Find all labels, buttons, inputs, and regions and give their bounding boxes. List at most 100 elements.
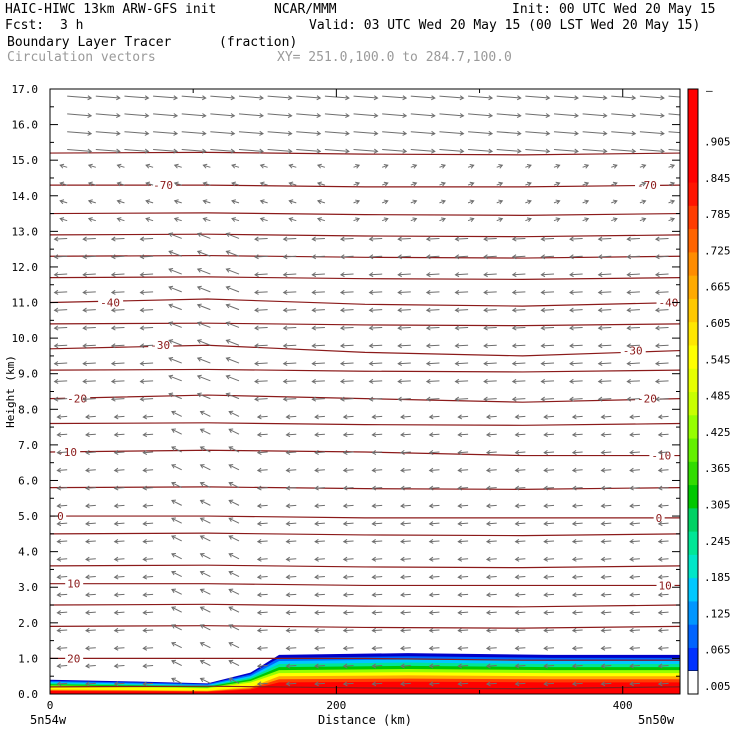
circulation-vector	[343, 665, 354, 667]
circulation-vector	[668, 95, 680, 98]
circulation-vector	[114, 433, 125, 436]
vector-arrowhead	[110, 361, 116, 367]
vector-arrowhead	[400, 432, 405, 438]
circulation-vector	[57, 504, 68, 507]
vector-arrowhead	[485, 556, 491, 562]
circulation-vector	[400, 576, 411, 578]
vector-arrowhead	[256, 432, 262, 438]
circulation-vector	[255, 344, 268, 347]
circulation-vector	[197, 268, 211, 275]
vector-arrowhead	[454, 236, 460, 242]
circulation-vector	[324, 131, 349, 135]
circulation-vector	[572, 629, 583, 632]
colorbar-swatch	[688, 344, 698, 369]
circulation-vector	[630, 593, 640, 596]
vector-arrowhead	[569, 236, 574, 242]
vector-arrowhead	[402, 113, 408, 119]
circulation-vector	[83, 398, 96, 400]
temperature-contour	[50, 625, 680, 629]
circulation-vector	[541, 309, 555, 311]
circulation-vector	[57, 593, 68, 596]
circulation-vector	[544, 576, 555, 578]
circulation-vector	[226, 233, 240, 239]
vector-arrowhead	[397, 361, 402, 367]
vector-arrowhead	[425, 289, 431, 295]
colorbar-label: .905	[704, 136, 731, 149]
circulation-vector	[257, 522, 268, 525]
vector-arrowhead	[488, 113, 494, 119]
vector-arrowhead	[173, 113, 179, 119]
vector-arrowhead	[196, 392, 202, 398]
circulation-vector	[85, 558, 96, 560]
vector-arrowhead	[168, 392, 174, 398]
vector-arrowhead	[543, 503, 548, 509]
circulation-vector	[512, 255, 526, 258]
circulation-vector	[54, 237, 68, 240]
vector-arrowhead	[314, 574, 319, 580]
vector-arrowhead	[231, 181, 236, 187]
circulation-vector	[655, 326, 669, 329]
circulation-vector	[627, 273, 640, 276]
vector-arrowhead	[371, 556, 377, 562]
vector-arrowhead	[498, 181, 504, 187]
circulation-vector	[95, 95, 120, 99]
vector-arrowhead	[199, 553, 205, 558]
circulation-vector	[255, 255, 268, 258]
circulation-vector	[143, 647, 154, 649]
vector-arrowhead	[85, 449, 90, 455]
temperature-contour-10	[50, 583, 680, 587]
circulation-vector	[512, 237, 526, 240]
circulation-vector	[372, 647, 383, 649]
vector-arrowhead	[543, 521, 548, 527]
circulation-vector	[400, 540, 411, 543]
vector-arrowhead	[469, 217, 475, 223]
plot-frame	[49, 88, 681, 695]
vector-arrowhead	[574, 95, 579, 101]
vector-arrowhead	[571, 485, 577, 491]
circulation-vector	[639, 182, 646, 186]
vector-arrowhead	[144, 130, 150, 136]
circulation-vector	[283, 380, 297, 383]
contour-label-bg	[55, 446, 81, 458]
circulation-vector	[627, 380, 640, 383]
contour-label-bg	[65, 577, 84, 590]
circulation-vector	[228, 446, 240, 453]
vector-arrowhead	[254, 236, 259, 242]
vector-arrowhead	[371, 681, 377, 687]
circulation-vector	[203, 200, 211, 204]
vector-arrowhead	[85, 627, 90, 633]
vector-arrowhead	[56, 521, 62, 527]
circulation-vector	[400, 682, 411, 685]
circulation-vector	[455, 344, 469, 347]
vector-arrowhead	[514, 414, 520, 420]
vector-arrowhead	[428, 592, 434, 598]
temperature-contour	[50, 532, 680, 537]
temperature-contour	[50, 151, 680, 156]
circulation-vector	[398, 237, 411, 240]
circulation-vector	[114, 504, 125, 507]
contour-label-bg	[620, 344, 646, 357]
circulation-vector	[525, 182, 532, 186]
vector-arrowhead	[431, 148, 436, 154]
y-tick-label: 2.0	[18, 617, 38, 630]
vector-arrowhead	[641, 163, 647, 169]
vector-arrowhead	[256, 485, 262, 491]
vector-arrowhead	[196, 321, 202, 327]
circulation-vector	[181, 149, 206, 152]
circulation-vector	[83, 380, 96, 383]
vector-arrowhead	[412, 181, 418, 187]
circulation-vector	[400, 469, 411, 471]
circulation-vector	[286, 647, 297, 649]
circulation-vector	[286, 433, 297, 436]
vector-arrowhead	[441, 199, 446, 205]
vector-arrowhead	[110, 254, 116, 260]
circulation-vector	[238, 95, 264, 99]
colorbar-swatch	[688, 438, 698, 462]
vector-arrowhead	[345, 148, 350, 154]
circulation-vector	[484, 309, 497, 311]
circulation-vector	[143, 576, 154, 578]
circulation-vector	[255, 362, 268, 365]
vector-arrowhead	[85, 556, 90, 562]
vector-arrowhead	[454, 307, 460, 313]
vector-arrowhead	[514, 574, 520, 580]
